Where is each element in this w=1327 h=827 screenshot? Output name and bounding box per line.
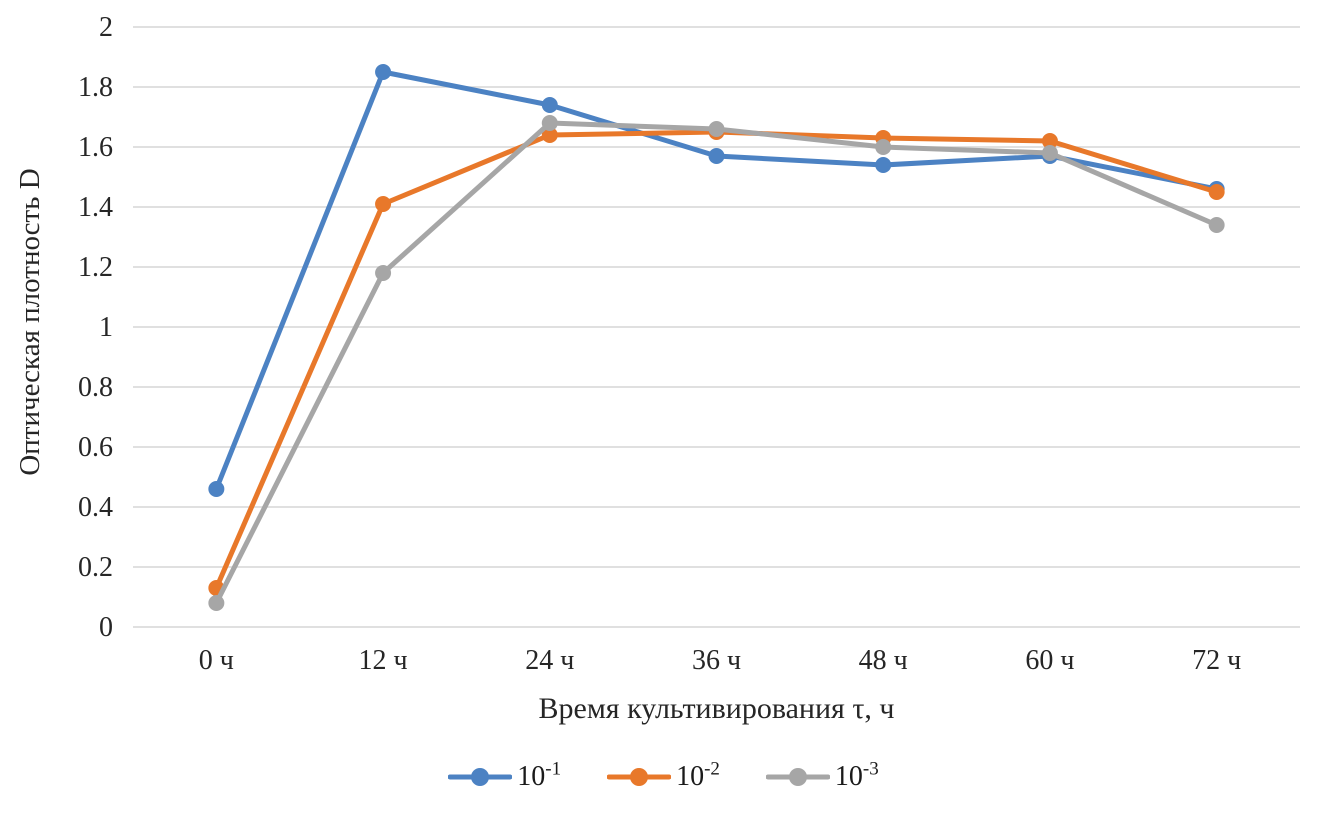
legend-entry-10^-3: 10-3: [765, 758, 879, 792]
data-point-10^-3: [375, 265, 392, 281]
data-point-10^-3: [1208, 217, 1225, 233]
y-tick-label: 0.6: [78, 432, 113, 463]
x-tick-label: 12 ч: [359, 645, 408, 676]
y-tick-label: 1.8: [78, 72, 113, 103]
series-line-10^-3: [213, 120, 1220, 606]
data-point-10^-1: [375, 64, 392, 80]
x-tick-labels: 0 ч 12 ч 24 ч 36 ч 48 ч 60 ч 72 ч: [199, 645, 1241, 676]
data-point-10^-3: [875, 139, 892, 155]
data-point-10^-1: [708, 148, 725, 164]
data-point-10^-3: [208, 595, 225, 611]
x-tick-label: 36 ч: [692, 645, 741, 676]
x-axis-title: Время культивирования τ, ч: [538, 692, 895, 725]
legend-swatch-icon: [765, 768, 830, 786]
data-point-10^-2: [1208, 184, 1225, 200]
y-axis-title-text: Оптическая плотность D: [13, 168, 46, 476]
legend-entry-10^-1: 10-1: [448, 758, 562, 792]
gridlines: [133, 26, 1300, 628]
data-point-10^-3: [541, 115, 558, 131]
y-tick-labels: 0 0.2 0.4 0.6 0.8 1 1.2 1.4 1.6 1.8 2: [78, 12, 113, 643]
y-tick-label: 1.2: [78, 252, 113, 283]
legend-swatch-icon: [607, 768, 672, 786]
y-tick-label: 1: [99, 312, 113, 343]
x-tick-label: 24 ч: [525, 645, 574, 676]
legend-entry-10^-2: 10-2: [607, 758, 720, 792]
data-point-10^-1: [541, 97, 558, 113]
data-point-10^-3: [708, 121, 725, 137]
data-point-10^-1: [875, 157, 892, 173]
series-line-10^-2: [213, 129, 1220, 591]
x-tick-label: 0 ч: [199, 645, 234, 676]
legend-label: 10-3: [834, 758, 879, 792]
legend-label: 10-2: [676, 758, 720, 792]
legend-swatch-icon: [448, 768, 513, 786]
series-group: [208, 64, 1225, 611]
data-point-10^-2: [541, 127, 558, 143]
x-tick-label: 48 ч: [859, 645, 908, 676]
y-tick-label: 2: [99, 12, 113, 43]
y-tick-label: 0.2: [78, 552, 113, 583]
x-tick-label: 72 ч: [1192, 645, 1241, 676]
y-tick-label: 0.4: [78, 492, 113, 523]
y-tick-label: 0.8: [78, 372, 113, 403]
y-tick-label: 1.4: [78, 192, 113, 223]
data-point-10^-3: [1041, 145, 1058, 161]
x-tick-label: 60 ч: [1025, 645, 1074, 676]
y-tick-label: 1.6: [78, 132, 113, 163]
data-point-10^-1: [208, 481, 225, 497]
data-point-10^-2: [1041, 133, 1058, 149]
y-tick-label: 0: [99, 612, 113, 643]
data-point-10^-2: [375, 196, 392, 212]
legend: 10-1 10-2 10-3: [0, 758, 1327, 792]
legend-label: 10-1: [517, 758, 562, 792]
